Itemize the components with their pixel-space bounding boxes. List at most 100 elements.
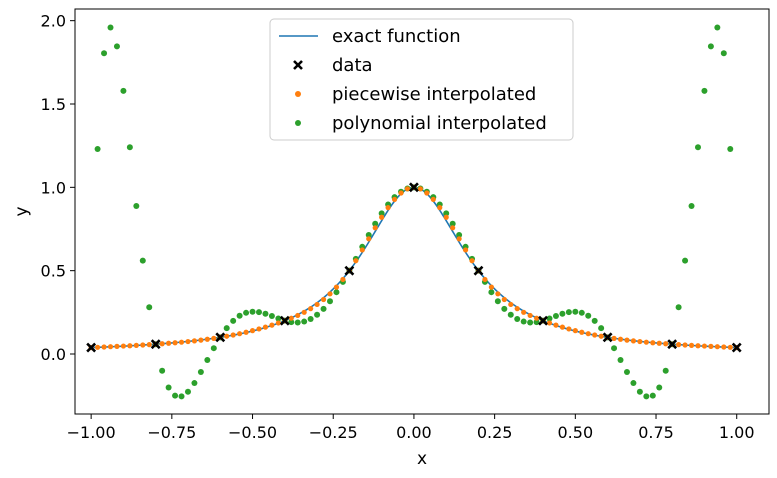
- polynomial-point: [320, 305, 327, 312]
- x-tick-label: 0.25: [477, 423, 513, 442]
- polynomial-point: [494, 298, 501, 305]
- data-point: [86, 342, 97, 353]
- legend-label: piecewise interpolated: [332, 84, 536, 105]
- piecewise-point: [676, 342, 682, 348]
- piecewise-point: [107, 344, 114, 350]
- data-point-stroke: [667, 339, 678, 350]
- piecewise-point: [469, 258, 475, 264]
- legend-swatch-x: [293, 60, 303, 70]
- polynomial-point: [682, 257, 689, 264]
- polynomial-point: [456, 231, 463, 238]
- y-tick-label: 0.5: [41, 262, 66, 281]
- polynomial-point: [617, 357, 624, 364]
- polynomial-point: [204, 357, 211, 364]
- polynomial-point: [501, 305, 508, 312]
- data-point-stroke: [473, 265, 484, 276]
- polynomial-point: [191, 380, 198, 387]
- polynomial-point: [662, 367, 669, 374]
- y-axis: 0.0 0.5 1.0 1.5 2.0: [41, 12, 75, 364]
- polynomial-point: [94, 145, 101, 152]
- piecewise-point: [249, 328, 256, 334]
- piecewise-point: [327, 291, 333, 297]
- polynomial-point: [294, 319, 301, 326]
- piecewise-point: [385, 205, 391, 211]
- data-point: [150, 339, 161, 350]
- piecewise-point: [340, 276, 346, 283]
- polynomial-point: [507, 311, 514, 318]
- polynomial-point: [443, 210, 450, 217]
- polynomial-point: [688, 202, 695, 209]
- piecewise-point: [663, 341, 669, 347]
- polynomial-point: [572, 308, 579, 315]
- polynomial-point: [268, 313, 275, 320]
- polynomial-point: [126, 144, 133, 151]
- x-tick-label: 0.50: [558, 423, 594, 442]
- polynomial-point: [236, 312, 243, 319]
- y-tick-label: 1.5: [41, 95, 66, 114]
- data-point-stroke: [344, 265, 355, 276]
- piecewise-point: [598, 333, 604, 339]
- polynomial-point: [113, 43, 120, 50]
- polynomial-point: [449, 220, 456, 227]
- data-point-stroke: [150, 339, 161, 350]
- piecewise-point: [650, 340, 656, 346]
- piecewise-point: [482, 276, 488, 283]
- polynomial-point: [623, 369, 630, 376]
- polynomial-point: [307, 316, 314, 323]
- piecewise-point: [166, 340, 172, 346]
- data-point-stroke: [279, 315, 290, 326]
- data-point-stroke: [602, 332, 613, 343]
- polynomial-point: [598, 325, 605, 332]
- polynomial-point: [559, 310, 566, 317]
- y-axis-label: y: [12, 206, 32, 216]
- piecewise-point: [146, 342, 152, 348]
- x-tick-label: 0.75: [638, 423, 674, 442]
- piecewise-point: [624, 337, 630, 343]
- polynomial-point: [488, 289, 495, 296]
- legend-label: data: [332, 55, 373, 76]
- y-tick-label: 1.0: [41, 178, 66, 197]
- piecewise-point: [237, 331, 243, 337]
- piecewise-point: [198, 337, 204, 343]
- piecewise-point: [533, 315, 540, 321]
- data-point: [602, 332, 613, 343]
- polynomial-point: [565, 309, 572, 316]
- piecewise-point: [617, 336, 624, 342]
- polynomial-point: [223, 325, 230, 332]
- polynomial-point: [533, 319, 540, 326]
- data-point-stroke: [215, 332, 226, 343]
- piecewise-point: [553, 322, 559, 328]
- piecewise-point: [101, 344, 107, 350]
- piecewise-point: [630, 338, 637, 344]
- piecewise-point: [437, 205, 443, 211]
- polynomial-point: [327, 298, 333, 305]
- axes-frame: [74, 8, 770, 415]
- polynomial-point: [694, 144, 701, 151]
- polynomial-point: [656, 384, 663, 391]
- polynomial-point: [133, 202, 140, 209]
- x-axis: −1.00 −0.75 −0.50 −0.25 0.00 0.25 0.50 0.75 1.00: [67, 414, 755, 442]
- piecewise-point: [708, 343, 714, 349]
- x-tick-label: 0.00: [396, 423, 432, 442]
- piecewise-point: [559, 324, 566, 330]
- piecewise-point: [191, 338, 198, 344]
- polynomial-point: [675, 304, 682, 311]
- polynomial-point: [249, 308, 256, 315]
- data-point: [279, 315, 290, 326]
- piecewise-point: [495, 291, 501, 297]
- y-tick-label: 2.0: [41, 12, 66, 31]
- x-tick-label: −0.25: [309, 423, 358, 442]
- piecewise-point: [172, 340, 178, 346]
- polynomial-point: [707, 43, 714, 50]
- piecewise-point: [353, 258, 359, 264]
- polynomial-point: [197, 369, 204, 376]
- plot-series: [86, 24, 742, 400]
- piecewise-point: [456, 236, 462, 242]
- piecewise-point: [462, 247, 469, 253]
- piecewise-point: [256, 326, 262, 332]
- data-point-stroke: [731, 342, 742, 353]
- x-axis-label: x: [417, 449, 427, 469]
- polynomial-point: [301, 318, 308, 325]
- polynomial-point: [139, 257, 146, 264]
- piecewise-point: [404, 186, 411, 192]
